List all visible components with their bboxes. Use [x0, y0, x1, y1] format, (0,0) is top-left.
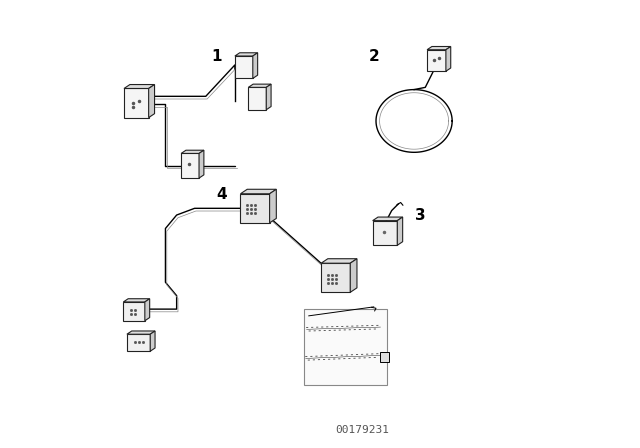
Polygon shape [124, 299, 150, 302]
Polygon shape [266, 84, 271, 110]
Polygon shape [199, 150, 204, 178]
Polygon shape [321, 259, 357, 263]
FancyBboxPatch shape [380, 352, 388, 362]
Text: 00179231: 00179231 [335, 425, 390, 435]
Polygon shape [150, 331, 155, 351]
Polygon shape [427, 47, 451, 50]
Polygon shape [181, 153, 199, 178]
Polygon shape [372, 221, 397, 246]
Polygon shape [372, 217, 403, 221]
Polygon shape [446, 47, 451, 71]
Polygon shape [248, 84, 271, 87]
Polygon shape [248, 87, 266, 110]
Text: 4: 4 [216, 187, 227, 202]
Polygon shape [321, 263, 350, 293]
Polygon shape [124, 85, 154, 89]
Bar [305, 309, 387, 385]
Polygon shape [148, 85, 154, 117]
Text: 2: 2 [369, 48, 379, 64]
Polygon shape [241, 194, 269, 223]
Polygon shape [124, 89, 148, 117]
Polygon shape [253, 53, 258, 78]
Polygon shape [269, 189, 276, 223]
Polygon shape [241, 189, 276, 194]
Polygon shape [397, 217, 403, 246]
Polygon shape [235, 53, 258, 56]
Text: 1: 1 [212, 48, 222, 64]
Polygon shape [427, 50, 446, 71]
Text: 3: 3 [415, 207, 426, 223]
Polygon shape [235, 56, 253, 78]
Polygon shape [350, 259, 357, 293]
Polygon shape [127, 334, 150, 351]
Polygon shape [124, 302, 145, 321]
Polygon shape [181, 150, 204, 153]
Polygon shape [145, 299, 150, 321]
Polygon shape [127, 331, 155, 334]
